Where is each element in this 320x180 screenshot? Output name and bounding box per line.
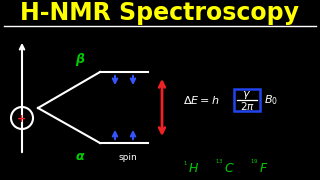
Text: $2\pi$: $2\pi$ (239, 100, 254, 112)
Text: $F$: $F$ (259, 161, 269, 174)
Text: +: + (17, 114, 27, 124)
Text: $^{19}$: $^{19}$ (250, 159, 258, 168)
Text: spin: spin (119, 154, 137, 163)
Text: α: α (76, 150, 84, 163)
Text: H-NMR Spectroscopy: H-NMR Spectroscopy (20, 1, 300, 25)
Text: $^{13}$: $^{13}$ (214, 159, 223, 168)
Text: $\Delta E = h$: $\Delta E = h$ (183, 94, 220, 106)
Text: $H$: $H$ (188, 161, 200, 174)
Text: $^1$: $^1$ (183, 161, 188, 170)
Text: $\gamma$: $\gamma$ (243, 89, 252, 101)
Text: $C$: $C$ (224, 161, 234, 174)
Text: β: β (76, 53, 84, 66)
Text: $B_0$: $B_0$ (264, 93, 278, 107)
